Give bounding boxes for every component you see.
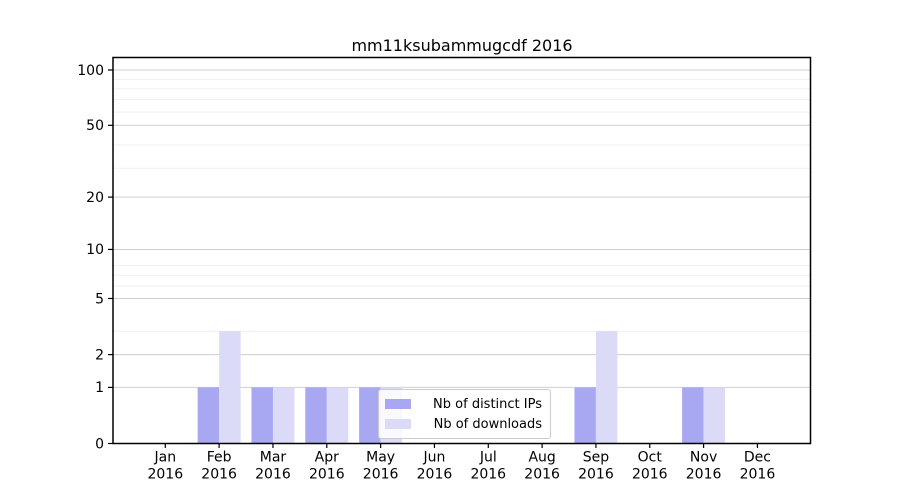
legend-label: Nb of distinct IPs [433, 396, 542, 412]
x-tick-label: Jul [479, 450, 497, 466]
bar-downloads [595, 331, 618, 444]
chart-title: mm11ksubammugcdf 2016 [351, 36, 573, 55]
x-tick-label: May [366, 450, 395, 466]
bar-downloads [326, 387, 349, 444]
bar-distinct-ips [197, 387, 220, 444]
x-tick-label: Feb [207, 450, 232, 466]
legend-item: Nb of downloads [385, 417, 542, 432]
x-tick-label: Mar [260, 450, 287, 466]
x-tick-label: 2016 [578, 467, 614, 483]
legend-swatch-downloads-icon [385, 419, 411, 429]
x-tick-label: 2016 [632, 467, 668, 483]
y-tick-label: 50 [86, 118, 104, 134]
x-tick-label: 2016 [740, 467, 776, 483]
y-tick-label: 100 [77, 63, 104, 79]
bar-downloads [703, 387, 726, 444]
plot-frame [112, 56, 812, 445]
x-tick-label: 2016 [309, 467, 345, 483]
y-tick-label: 0 [95, 436, 104, 452]
x-tick-label: Apr [315, 450, 339, 466]
x-tick-label: 2016 [524, 467, 560, 483]
x-tick-label: 2016 [147, 467, 183, 483]
x-tick-label: Nov [690, 450, 717, 466]
legend: Nb of distinct IPs Nb of downloads [378, 389, 551, 439]
legend-label: Nb of downloads [433, 416, 542, 432]
y-tick-label: 10 [86, 242, 104, 258]
y-tick-label: 1 [95, 380, 104, 396]
x-tick-label: Oct [638, 450, 663, 466]
x-tick-label: 2016 [363, 467, 399, 483]
x-tick-label: 2016 [417, 467, 453, 483]
bar-downloads [272, 387, 295, 444]
y-tick-label: 20 [86, 190, 104, 206]
legend-swatch-distinct-ips-icon [385, 399, 411, 409]
x-tick-label: 2016 [255, 467, 291, 483]
x-tick-label: Aug [528, 450, 555, 466]
bar-downloads [219, 331, 241, 444]
x-tick-label: 2016 [201, 467, 237, 483]
x-tick-label: Jun [423, 450, 446, 466]
bar-distinct-ips [682, 387, 704, 444]
x-tick-label: Sep [583, 450, 610, 466]
legend-item: Nb of distinct IPs [385, 397, 542, 412]
bar-distinct-ips [574, 387, 596, 444]
y-tick-label: 2 [95, 347, 104, 363]
x-tick-label: 2016 [470, 467, 506, 483]
bar-distinct-ips [251, 387, 273, 444]
bar-distinct-ips [359, 387, 381, 444]
x-tick-label: 2016 [686, 467, 722, 483]
x-tick-label: Dec [744, 450, 771, 466]
x-tick-label: Jan [154, 450, 177, 466]
y-tick-label: 5 [95, 291, 104, 307]
bar-distinct-ips [305, 387, 327, 444]
